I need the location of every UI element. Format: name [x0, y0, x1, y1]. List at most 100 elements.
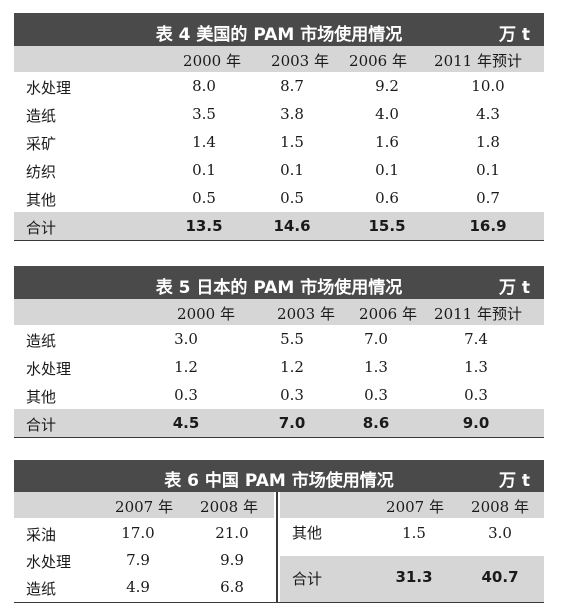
- total-label: 合计: [26, 416, 57, 434]
- row-label: 采油: [26, 526, 57, 544]
- table-cell: 3.0: [488, 524, 512, 542]
- total-cell: 8.6: [362, 414, 390, 432]
- table-6-total-row: 合计 31.3 40.7: [280, 556, 544, 602]
- table-cell: 1.5: [402, 524, 426, 542]
- row-label: 水处理: [26, 360, 72, 378]
- table-4-title: 表 4 美国的 PAM 市场使用情况: [155, 25, 403, 45]
- table-row: 采矿 1.4 1.5 1.6 1.8: [14, 128, 544, 156]
- table-6-title-bar: 表 6 中国 PAM 市场使用情况 万 t: [14, 460, 544, 492]
- table-5-unit: 万 t: [498, 278, 530, 298]
- table-cell: 7.0: [364, 330, 388, 348]
- table-6-divider: [276, 492, 278, 602]
- table-cell: 1.5: [280, 133, 304, 151]
- table-cell: 7.4: [464, 330, 488, 348]
- table-cell: 8.0: [192, 77, 216, 95]
- table-5-title-bar: 表 5 日本的 PAM 市场使用情况 万 t: [14, 266, 544, 299]
- table-cell: 3.8: [280, 105, 304, 123]
- row-label: 其他: [26, 388, 57, 406]
- table-cell: 1.8: [476, 133, 500, 151]
- total-cell: 14.6: [273, 217, 311, 235]
- table-cell: 1.4: [192, 133, 216, 151]
- row-label: 水处理: [26, 79, 72, 97]
- table-cell: 0.5: [192, 189, 216, 207]
- table-total-row: 合计 13.5 14.6 15.5 16.9: [14, 212, 544, 240]
- row-label: 造纸: [26, 107, 57, 125]
- table-cell: 21.0: [215, 524, 249, 542]
- table-6-title: 表 6 中国 PAM 市场使用情况: [164, 471, 394, 491]
- total-cell: 16.9: [469, 217, 507, 235]
- table-5: 表 5 日本的 PAM 市场使用情况 万 t 2000 年 2003 年 200…: [14, 266, 544, 438]
- row-label: 其他: [26, 191, 57, 209]
- table-cell: 0.3: [464, 386, 488, 404]
- table-cell: 0.1: [192, 161, 216, 179]
- table-cell: 4.9: [126, 578, 150, 596]
- row-label: 其他: [292, 524, 323, 542]
- total-cell: 9.0: [462, 414, 490, 432]
- table-row: 其他 0.3 0.3 0.3 0.3: [14, 381, 544, 409]
- table-cell: 6.8: [220, 578, 244, 596]
- table-cell: 4.3: [476, 105, 500, 123]
- table-cell: 7.9: [126, 551, 150, 569]
- total-cell: 13.5: [185, 217, 223, 235]
- row-label: 造纸: [26, 332, 57, 350]
- total-cell: 15.5: [368, 217, 406, 235]
- table-6-header: 2007 年: [386, 498, 444, 516]
- table-4-header-row: 2000 年 2003 年 2006 年 2011 年预计: [14, 46, 544, 72]
- table-cell: 0.3: [280, 386, 304, 404]
- table-row: 纺织 0.1 0.1 0.1 0.1: [14, 156, 544, 184]
- table-row: 造纸 3.5 3.8 4.0 4.3: [14, 100, 544, 128]
- table-5-header: 2011 年预计: [434, 305, 522, 323]
- row-label: 水处理: [26, 553, 72, 571]
- table-row: 其他 0.5 0.5 0.6 0.7: [14, 184, 544, 212]
- table-cell: 0.5: [280, 189, 304, 207]
- table-cell: 0.1: [476, 161, 500, 179]
- table-6-unit: 万 t: [498, 471, 530, 491]
- table-cell: 1.3: [364, 358, 388, 376]
- table-4: 表 4 美国的 PAM 市场使用情况 万 t 2000 年 2003 年 200…: [14, 13, 544, 241]
- table-5-header: 2006 年: [359, 305, 417, 323]
- table-cell: 0.6: [375, 189, 399, 207]
- total-cell: 4.5: [172, 414, 200, 432]
- table-cell: 0.3: [174, 386, 198, 404]
- table-cell: 9.9: [220, 551, 244, 569]
- table-6-left-header-row: 2007 年 2008 年: [14, 492, 274, 518]
- table-5-header-row: 2000 年 2003 年 2006 年 2011 年预计: [14, 299, 544, 325]
- table-cell: 9.2: [375, 77, 399, 95]
- table-6-header: 2008 年: [471, 498, 529, 516]
- table-cell: 10.0: [471, 77, 505, 95]
- table-cell: 4.0: [375, 105, 399, 123]
- table-cell: 0.1: [280, 161, 304, 179]
- total-cell: 7.0: [278, 414, 306, 432]
- table-cell: 1.3: [464, 358, 488, 376]
- table-cell: 1.6: [375, 133, 399, 151]
- table-4-title-bar: 表 4 美国的 PAM 市场使用情况 万 t: [14, 13, 544, 46]
- table-total-row: 合计 4.5 7.0 8.6 9.0: [14, 409, 544, 437]
- table-5-header: 2000 年: [177, 305, 235, 323]
- table-4-header: 2000 年: [183, 52, 241, 70]
- total-cell: 31.3: [395, 568, 433, 586]
- row-label: 造纸: [26, 580, 57, 598]
- table-4-header: 2006 年: [349, 52, 407, 70]
- table-6: 表 6 中国 PAM 市场使用情况 万 t 2007 年 2008 年 2007…: [14, 460, 544, 603]
- table-cell: 0.7: [476, 189, 500, 207]
- table-cell: 5.5: [280, 330, 304, 348]
- table-cell: 17.0: [121, 524, 155, 542]
- table-row: 造纸 3.0 5.5 7.0 7.4: [14, 325, 544, 353]
- table-5-title: 表 5 日本的 PAM 市场使用情况: [155, 278, 403, 298]
- table-6-header: 2008 年: [200, 498, 258, 516]
- row-label: 纺织: [26, 163, 57, 181]
- table-6-right-header-row: 2007 年 2008 年: [280, 492, 544, 518]
- table-cell: 3.0: [174, 330, 198, 348]
- table-cell: 1.2: [280, 358, 304, 376]
- table-6-header: 2007 年: [115, 498, 173, 516]
- table-4-header: 2003 年: [271, 52, 329, 70]
- table-cell: 1.2: [174, 358, 198, 376]
- total-cell: 40.7: [481, 568, 519, 586]
- table-5-header: 2003 年: [277, 305, 335, 323]
- table-4-header: 2011 年预计: [434, 52, 522, 70]
- table-cell: 8.7: [280, 77, 304, 95]
- table-4-unit: 万 t: [498, 25, 530, 45]
- table-row: 水处理 8.0 8.7 9.2 10.0: [14, 72, 544, 100]
- table-row: 水处理 1.2 1.2 1.3 1.3: [14, 353, 544, 381]
- table-cell: 0.3: [364, 386, 388, 404]
